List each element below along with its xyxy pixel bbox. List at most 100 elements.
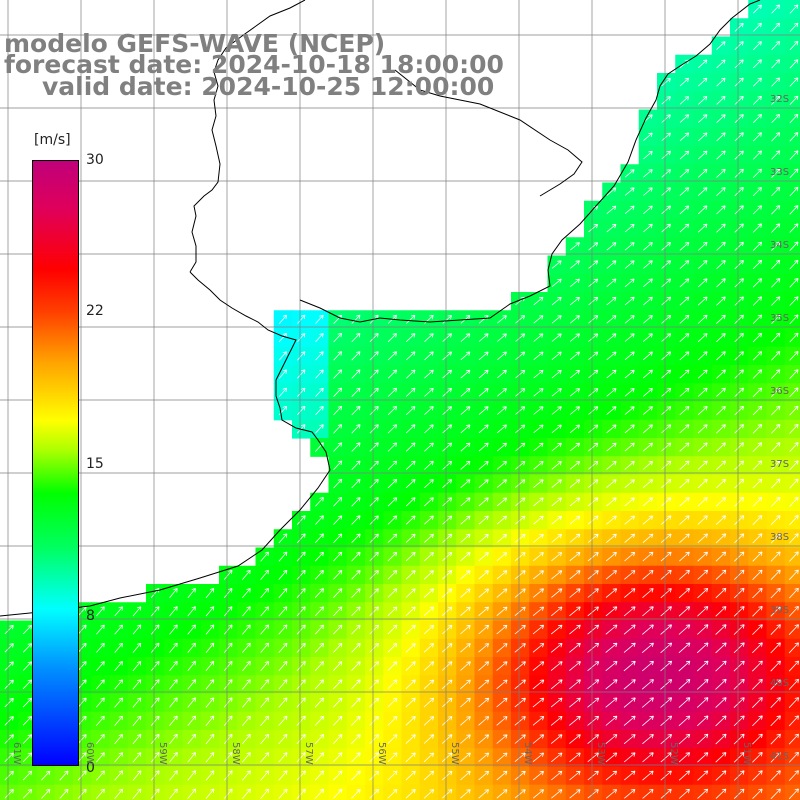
wind-arrow <box>460 442 471 452</box>
lat-label-38s: 38S <box>770 532 790 543</box>
wind-arrow <box>770 788 781 800</box>
wind-arrow <box>752 332 763 343</box>
wind-speed-cell <box>310 711 330 731</box>
wind-speed-cell <box>438 602 457 622</box>
wind-arrow <box>569 588 581 598</box>
wind-speed-cell <box>711 146 731 165</box>
wind-speed-cell <box>675 438 695 457</box>
wind-arrow <box>150 606 160 617</box>
wind-arrow <box>333 460 343 471</box>
wind-speed-cell <box>638 109 658 129</box>
wind-arrow <box>532 606 545 617</box>
wind-arrow <box>661 205 671 215</box>
wind-arrow <box>606 515 617 525</box>
wind-arrow <box>716 187 726 196</box>
wind-speed-cell <box>766 365 786 384</box>
wind-arrow <box>187 624 196 635</box>
wind-speed-cell <box>273 675 293 695</box>
wind-speed-cell <box>419 730 439 749</box>
wind-arrow <box>387 606 398 617</box>
wind-speed-cell <box>255 784 275 800</box>
wind-speed-cell <box>766 200 786 220</box>
wind-arrow <box>587 552 599 562</box>
wind-speed-cell <box>219 784 238 800</box>
wind-arrow <box>641 660 654 672</box>
wind-arrow <box>734 332 744 343</box>
wind-arrow <box>351 333 361 343</box>
wind-speed-cell <box>638 602 658 622</box>
wind-speed-cell <box>784 620 800 640</box>
wind-arrow <box>442 479 453 488</box>
wind-arrow <box>587 679 600 690</box>
wind-arrow <box>278 569 288 580</box>
wind-speed-cell <box>365 492 384 512</box>
wind-speed-cell <box>784 730 800 749</box>
wind-speed-cell <box>784 693 800 713</box>
wind-speed-cell <box>529 711 549 731</box>
wind-arrow <box>733 606 745 617</box>
lon-label-53w: 53W <box>595 742 606 765</box>
wind-arrow <box>242 569 251 580</box>
wind-speed-cell <box>565 438 585 457</box>
wind-arrow <box>460 515 471 525</box>
wind-speed-cell <box>675 54 695 74</box>
wind-speed-cell <box>419 365 439 384</box>
wind-speed-cell <box>711 346 731 366</box>
wind-speed-cell <box>456 511 476 530</box>
wind-arrow <box>478 716 490 726</box>
wind-arrow <box>624 406 635 415</box>
wind-speed-cell <box>164 784 184 800</box>
wind-speed-cell <box>383 456 403 476</box>
wind-speed-cell <box>383 565 403 585</box>
wind-arrow <box>716 442 726 452</box>
wind-direction-arrows <box>4 4 800 800</box>
wind-speed-cell <box>693 474 713 494</box>
wind-arrow <box>643 315 653 324</box>
wind-speed-cell <box>146 602 165 622</box>
wind-speed-cell <box>602 565 622 585</box>
wind-arrow <box>260 697 270 708</box>
wind-speed-cell <box>529 657 549 676</box>
wind-arrow <box>624 242 635 251</box>
wind-arrow <box>442 442 453 452</box>
wind-arrow <box>278 788 288 799</box>
wind-arrow <box>223 569 233 580</box>
wind-speed-cell <box>273 365 293 384</box>
wind-speed-cell <box>693 602 713 622</box>
wind-arrow <box>661 351 672 361</box>
wind-speed-cell <box>18 766 38 786</box>
wind-speed-cell <box>346 383 366 403</box>
wind-speed-cell <box>748 164 768 184</box>
wind-arrow <box>514 643 526 653</box>
wind-arrow <box>679 205 690 215</box>
wind-speed-cell <box>109 730 129 749</box>
wind-arrow <box>624 296 635 306</box>
wind-speed-cell <box>492 401 512 421</box>
wind-speed-cell <box>766 565 786 585</box>
wind-speed-cell <box>219 657 238 676</box>
wind-arrow <box>442 606 453 616</box>
wind-speed-cell <box>237 620 257 640</box>
wind-speed-cell <box>602 657 622 676</box>
wind-arrow <box>223 624 233 635</box>
wind-arrow <box>624 315 635 324</box>
wind-arrow <box>369 351 379 361</box>
wind-arrow <box>569 278 580 288</box>
wind-speed-cell <box>438 711 457 731</box>
wind-speed-cell <box>565 784 585 800</box>
wind-arrow <box>661 442 672 452</box>
wind-speed-cell <box>766 401 786 421</box>
wind-arrow <box>514 624 526 635</box>
wind-speed-cell <box>255 693 275 713</box>
wind-arrow <box>22 661 32 671</box>
wind-arrow <box>679 223 690 233</box>
wind-speed-cell <box>346 492 366 512</box>
wind-arrow <box>771 332 781 343</box>
wind-arrow <box>223 660 233 672</box>
wind-speed-cell <box>711 36 731 56</box>
wind-arrow <box>460 570 471 580</box>
wind-arrow <box>752 533 763 544</box>
wind-speed-cell <box>273 620 293 640</box>
wind-speed-cell <box>328 529 348 549</box>
wind-speed-cell <box>693 164 713 184</box>
